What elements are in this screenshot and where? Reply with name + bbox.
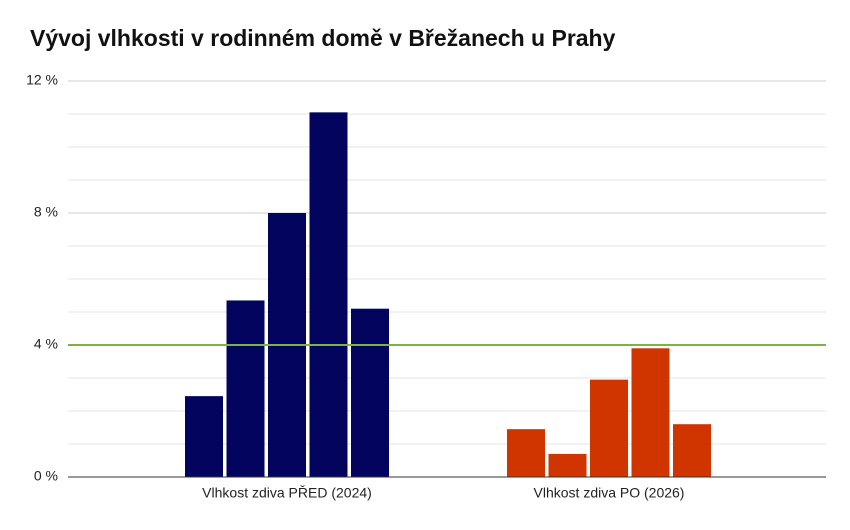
bar — [226, 300, 265, 477]
x-tick-label: Vlhkost zdiva PO (2026) — [534, 485, 685, 501]
y-tick-label: 12 % — [26, 72, 58, 88]
bar — [309, 112, 348, 477]
bar — [548, 453, 587, 477]
bar — [351, 308, 389, 477]
y-tick-label: 0 % — [34, 468, 58, 484]
x-tick-label: Vlhkost zdiva PŘED (2024) — [202, 485, 372, 501]
chart-title: Vývoj vlhkosti v rodinném domě v Břežane… — [30, 25, 616, 51]
bar — [507, 429, 545, 477]
bar — [185, 396, 223, 477]
y-tick-label: 8 % — [34, 204, 58, 220]
y-tick-label: 4 % — [34, 336, 58, 352]
bar — [590, 379, 628, 477]
bar — [631, 348, 670, 477]
bar — [673, 424, 711, 477]
